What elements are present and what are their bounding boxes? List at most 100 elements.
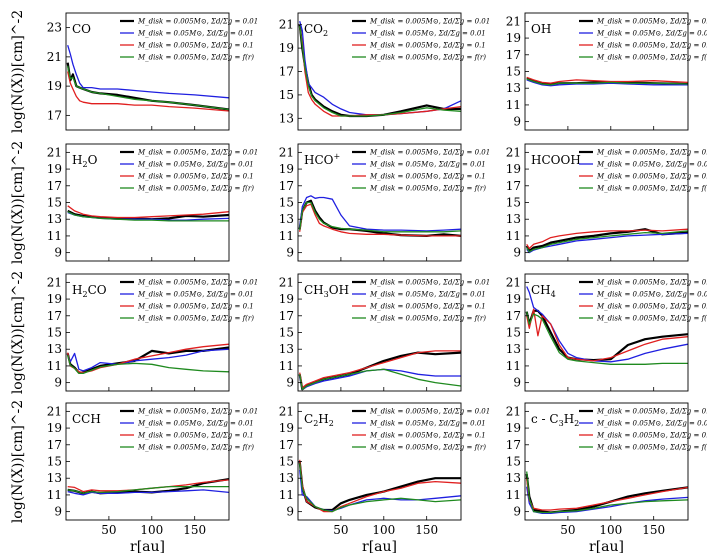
y-tick-label: 21 xyxy=(279,18,294,32)
legend-label: M_disk = 0.005M⊙, Σd/Σg = 0.01 xyxy=(596,408,707,416)
y-tick-label: 9 xyxy=(513,246,521,260)
y-tick-label: 15 xyxy=(279,326,294,340)
y-tick-label: 11 xyxy=(279,229,294,243)
series-line-1 xyxy=(526,232,688,254)
panel-title: HCOOH xyxy=(531,153,581,167)
series-line-3 xyxy=(67,354,229,375)
panel-h2co: 9 11 13 15 17 19 21 H2​CO M_disk = 0.005M⊙, Σd/Σ… xyxy=(10,271,258,394)
y-tick-label: 9 xyxy=(54,505,62,519)
y-tick-label: 13 xyxy=(47,342,62,356)
x-tick-label: 100 xyxy=(140,523,163,537)
legend-label: M_disk = 0.005M⊙, Σd/Σg = f(r) xyxy=(596,444,707,452)
y-tick-label: 19 xyxy=(279,41,294,55)
y-tick-label: 19 xyxy=(279,421,294,435)
y-tick-label: 21 xyxy=(279,275,294,289)
series-line-0 xyxy=(66,62,229,111)
legend-label: M_disk = 0.005M⊙, Σd/Σg = 0.01 xyxy=(369,408,490,416)
y-tick-label: 11 xyxy=(47,488,62,502)
series-line-1 xyxy=(67,45,229,99)
legend-label: M_disk = 0.005M⊙, Σd/Σg = 0.1 xyxy=(137,432,254,440)
legend-label: M_disk = 0.05M⊙, Σd/Σg = 0.01 xyxy=(137,161,254,169)
series-line-2 xyxy=(67,205,229,219)
legend-label: M_disk = 0.005M⊙, Σd/Σg = f(r) xyxy=(369,315,486,323)
panel-hcooh: 9 11 13 15 17 19 21 HCOOH M_disk = 0.005M⊙, Σd/Σ… xyxy=(506,143,707,262)
series-line-1 xyxy=(67,489,229,496)
y-tick-label: 23 xyxy=(47,21,62,35)
legend-label: M_disk = 0.05M⊙, Σd/Σg = 0.01 xyxy=(369,291,486,299)
legend-label: M_disk = 0.005M⊙, Σd/Σg = 0.01 xyxy=(369,149,490,157)
series-line-2 xyxy=(526,308,688,362)
panel-title: H2​O xyxy=(72,153,98,169)
y-tick-label: 21 xyxy=(506,404,521,418)
panel-hco-: 9 11 13 15 17 19 21 HCO+​ M_disk = 0.005M⊙, Σd/Σ… xyxy=(279,143,490,262)
y-tick-label: 11 xyxy=(506,98,521,112)
panel-c-c3h2: 9 11 13 15 17 19 21 50 100 150 c - C3​H2​ M_disk = … xyxy=(506,402,707,553)
series-line-3 xyxy=(526,471,688,514)
series-line-1 xyxy=(67,348,229,372)
y-tick-label: 21 xyxy=(47,275,62,289)
y-tick-label: 13 xyxy=(506,471,521,485)
panel-title: CO xyxy=(72,22,91,36)
y-tick-label: 9 xyxy=(286,376,294,390)
y-tick-label: 17 xyxy=(279,309,294,323)
series-line-2 xyxy=(299,459,461,513)
y-tick-label: 9 xyxy=(513,505,521,519)
y-tick-label: 9 xyxy=(286,505,294,519)
y-tick-label: 13 xyxy=(506,342,521,356)
y-tick-label: 19 xyxy=(47,421,62,435)
legend-label: M_disk = 0.005M⊙, Σd/Σg = 0.1 xyxy=(596,303,707,311)
y-tick-label: 17 xyxy=(506,309,521,323)
y-tick-label: 15 xyxy=(506,65,521,79)
y-tick-label: 17 xyxy=(47,179,62,193)
y-tick-label: 19 xyxy=(506,421,521,435)
panel-title: CH4​ xyxy=(531,283,556,299)
y-tick-label: 17 xyxy=(506,438,521,452)
legend-label: M_disk = 0.005M⊙, Σd/Σg = 0.01 xyxy=(596,149,707,157)
y-tick-label: 9 xyxy=(286,246,294,260)
series-line-1 xyxy=(299,469,461,512)
legend-label: M_disk = 0.05M⊙, Σd/Σg = 0.01 xyxy=(596,291,707,299)
legend-label: M_disk = 0.005M⊙, Σd/Σg = f(r) xyxy=(369,54,486,62)
panel-ch4: 9 11 13 15 17 19 21 CH4​ M_disk = 0.005M⊙, Σd/Σg… xyxy=(506,273,707,392)
legend-label: M_disk = 0.005M⊙, Σd/Σg = 0.01 xyxy=(369,279,490,287)
y-tick-label: 19 xyxy=(47,162,62,176)
y-tick-label: 15 xyxy=(47,196,62,210)
y-tick-label: 19 xyxy=(506,31,521,45)
legend-label: M_disk = 0.005M⊙, Σd/Σg = 0.1 xyxy=(369,173,486,181)
y-tick-label: 13 xyxy=(506,81,521,95)
series-line-3 xyxy=(67,65,229,111)
x-axis-label: r[au] xyxy=(130,539,165,553)
x-tick-label: 150 xyxy=(415,523,438,537)
y-tick-label: 11 xyxy=(47,359,62,373)
y-tick-label: 13 xyxy=(47,212,62,226)
y-tick-label: 11 xyxy=(506,359,521,373)
series-line-3 xyxy=(526,230,688,253)
legend-label: M_disk = 0.05M⊙, Σd/Σg = 0.01 xyxy=(137,420,254,428)
y-tick-label: 17 xyxy=(506,48,521,62)
series-line-3 xyxy=(67,485,229,494)
panel-cch: 9 11 13 15 17 19 21 50 100 150 CCH M_disk = 0.005M⊙… xyxy=(10,400,258,553)
y-tick-label: 21 xyxy=(47,50,62,64)
y-tick-label: 15 xyxy=(47,326,62,340)
y-tick-label: 11 xyxy=(279,488,294,502)
y-tick-label: 17 xyxy=(506,179,521,193)
panel-ch3oh: 9 11 13 15 17 19 21 CH3​OH M_disk = 0.005M⊙, Σd/… xyxy=(279,273,490,392)
legend-label: M_disk = 0.005M⊙, Σd/Σg = 0.01 xyxy=(369,18,490,26)
series-line-0 xyxy=(298,351,461,391)
panel-title: CCH xyxy=(72,412,101,426)
series-line-3 xyxy=(299,463,461,513)
panel-co2: 13 15 17 19 21 CO2​ M_disk = 0.005M⊙, Σd/Σg = … xyxy=(279,12,490,131)
y-tick-label: 19 xyxy=(506,292,521,306)
y-tick-label: 13 xyxy=(47,471,62,485)
y-tick-label: 21 xyxy=(506,14,521,28)
y-tick-label: 17 xyxy=(279,65,294,79)
y-tick-label: 19 xyxy=(279,292,294,306)
y-tick-label: 19 xyxy=(47,292,62,306)
y-tick-label: 13 xyxy=(279,111,294,125)
y-tick-label: 21 xyxy=(47,145,62,159)
legend-label: M_disk = 0.005M⊙, Σd/Σg = f(r) xyxy=(369,444,486,452)
y-tick-label: 11 xyxy=(279,359,294,373)
y-axis-label: log(N(X))[cm]^-2 xyxy=(10,271,26,394)
legend-label: M_disk = 0.05M⊙, Σd/Σg = 0.01 xyxy=(369,420,486,428)
